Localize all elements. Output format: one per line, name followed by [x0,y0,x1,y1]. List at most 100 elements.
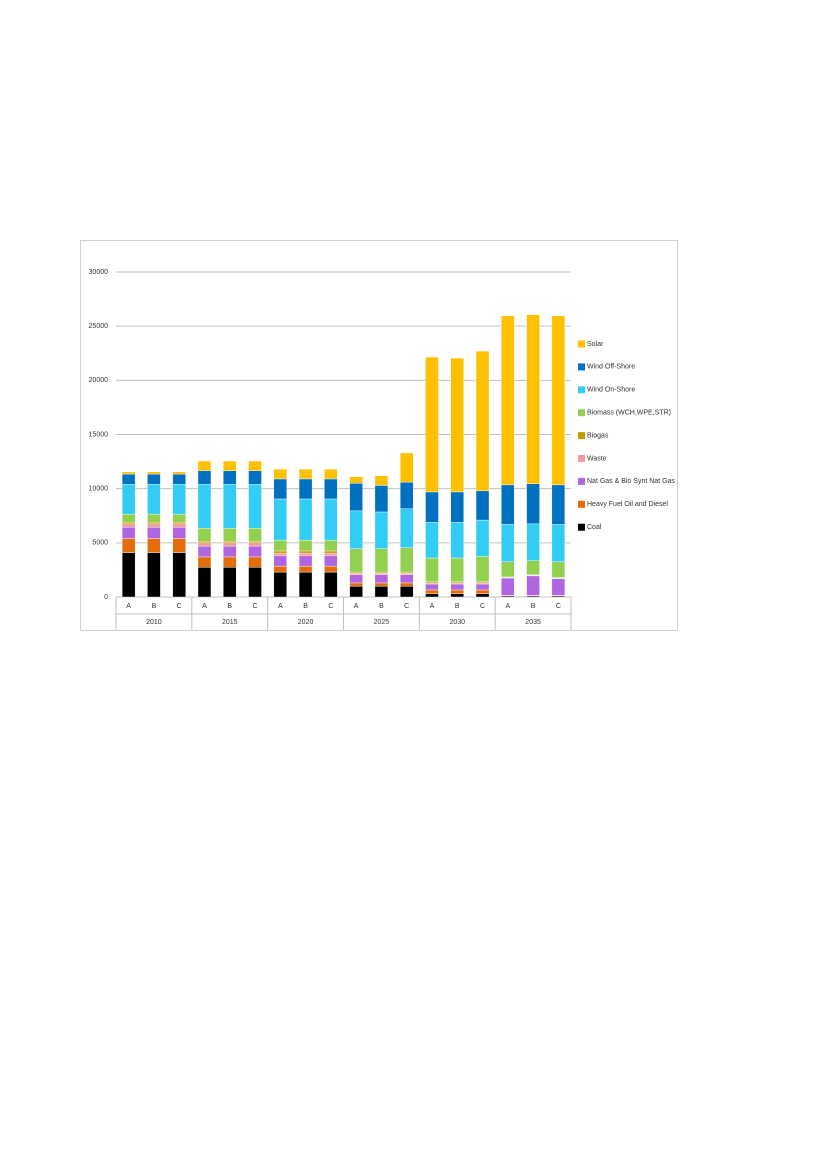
bar-segment [298,555,313,567]
bar-segment [273,565,288,573]
bar-segment [248,470,262,485]
y-tick-label: 30000 [89,269,109,276]
bar-segment [273,571,288,598]
bar-segment [197,541,212,544]
x-tick-label: A [505,603,510,610]
bar-segment [121,513,136,523]
bar-segment [425,356,439,493]
bar-segment [551,484,566,525]
legend-swatch [578,386,585,394]
legend-swatch [578,409,585,417]
bar-segment [450,557,464,583]
x-tick-label: A [278,603,283,610]
bar-segment [172,538,186,553]
y-tick-label: 25000 [89,323,109,330]
bar-segment [223,542,237,547]
bar-segment [526,483,540,525]
x-tick-label: A [202,603,207,610]
bar-segment [324,571,338,598]
bar-segment [526,314,540,484]
bar-segment [399,574,414,584]
legend-swatch [578,363,585,371]
bar-segment [374,548,389,573]
bar-segment [374,582,389,587]
bar-segment [526,575,540,596]
bar-segment [501,484,515,525]
bar-segment [223,484,237,529]
bar-segment [248,542,262,547]
x-tick-label: A [430,603,435,610]
x-tick-label: B [455,603,460,610]
legend-label: Nat Gas & Bio Synt Nat Gas [587,478,675,485]
bar-segment [298,498,313,541]
bar-segment [273,539,288,552]
x-tick-label: C [252,603,257,610]
bar-segment [197,470,212,485]
bar-segment [273,550,288,554]
bar-segment [147,523,161,528]
legend-swatch [578,523,585,531]
group-label: 2010 [146,619,162,626]
bar-segment [223,460,237,471]
bar-segment [273,555,288,567]
bar-segment [298,478,313,500]
bar-segment [248,460,262,471]
bar-segment [298,539,313,552]
bar-segment [298,571,313,598]
legend-swatch [578,455,585,462]
bar-segment [248,484,262,529]
bar-segment [197,484,212,529]
x-tick-label: B [531,603,536,610]
bar-segment [399,452,414,483]
bar-segment [147,522,161,525]
bar-segment [450,522,464,559]
bar-segment [273,478,288,500]
bar-segment [324,498,338,541]
bar-segment [298,552,313,557]
bar-segment [374,585,389,598]
bar-segment [324,539,338,552]
legend-swatch [578,477,585,485]
bar-segment [374,574,389,584]
bar-segment [349,476,363,484]
bar-segment [399,481,414,509]
group-label: 2035 [525,619,541,626]
bar-segment [349,483,363,512]
bar-segment [425,589,439,594]
bar-segment [273,498,288,541]
group-label: 2030 [449,619,465,626]
bar-segment [121,526,136,539]
x-tick-label: A [126,603,131,610]
legend-label: Solar [587,341,604,348]
bar-segment [450,491,464,523]
bar-segment [121,471,136,475]
bar-segment [501,524,515,562]
bar-segment [223,470,237,485]
bar-segment [349,582,363,587]
bar-segment [450,589,464,594]
bar-segment [551,315,566,486]
bar-segment [273,468,288,480]
group-label: 2020 [298,619,314,626]
legend-label: Heavy Fuel Oil and Diesel [587,501,668,508]
bar-segment [197,545,212,558]
bar-segment [223,545,237,558]
bar-segment [298,565,313,573]
bar-segment [475,583,490,591]
bar-segment [197,460,212,471]
y-tick-label: 15000 [89,431,109,438]
bar-segment [399,508,414,548]
x-tick-label: C [404,603,409,610]
x-tick-label: C [328,603,333,610]
bar-segment [475,350,490,492]
bar-segment [425,557,439,583]
bar-segment [172,523,186,528]
bar-segment [324,478,338,500]
bar-segment [399,572,414,575]
bar-segment [324,552,338,557]
y-tick-label: 0 [104,594,108,601]
bar-segment [172,522,186,525]
bar-segment [324,565,338,573]
bar-segment [501,577,515,596]
